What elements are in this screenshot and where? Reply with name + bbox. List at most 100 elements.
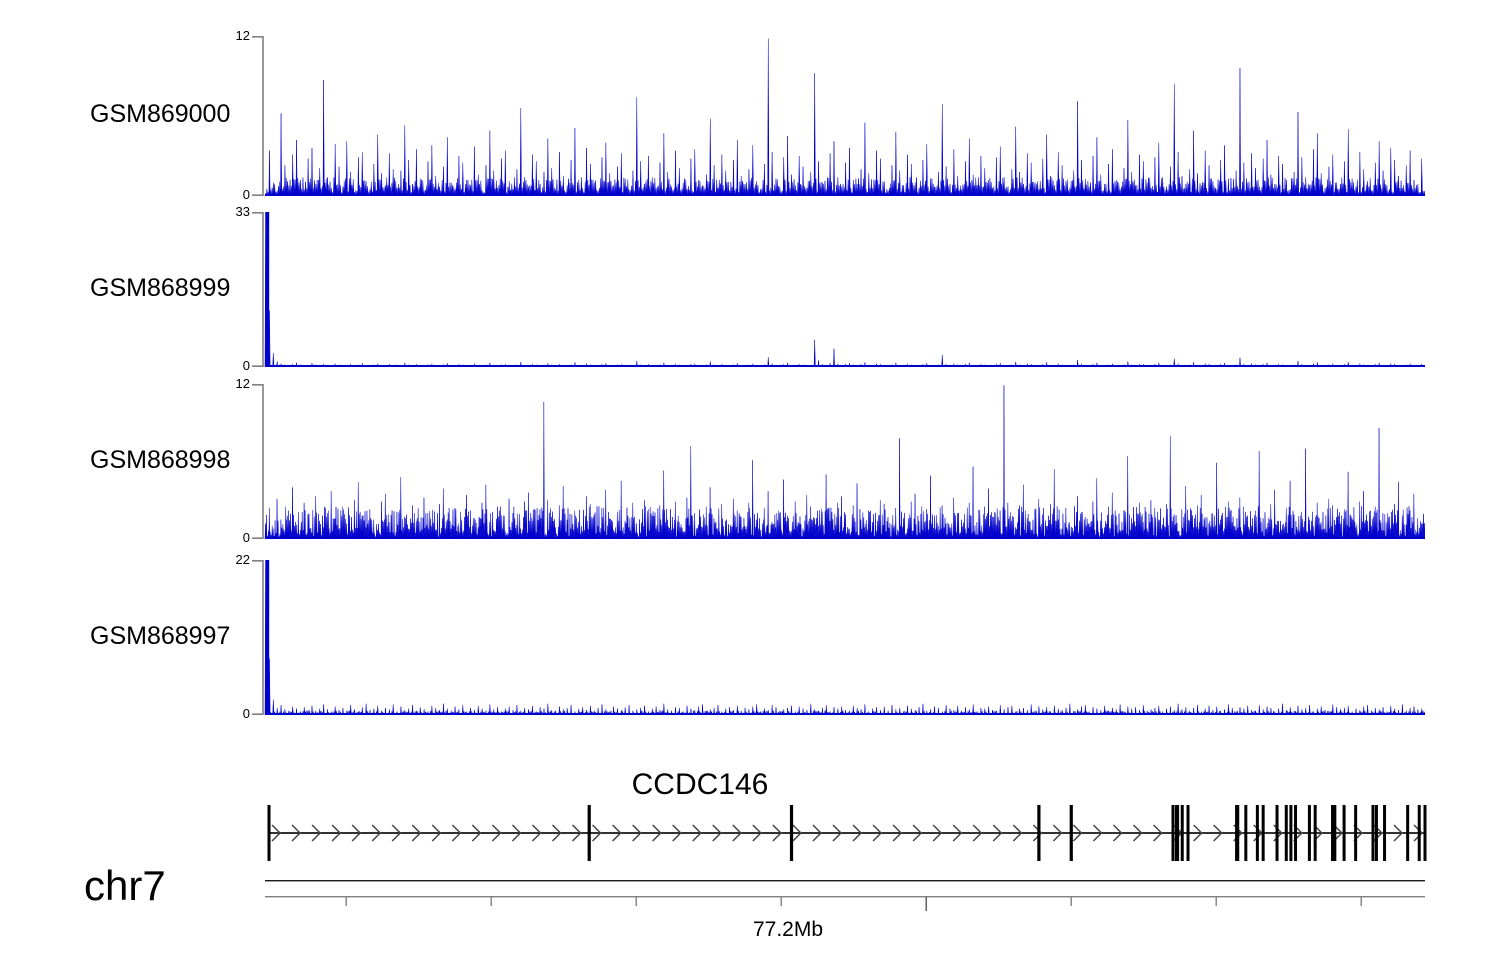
strand-arrow-icon <box>1153 824 1163 842</box>
strand-arrow-icon <box>632 824 642 842</box>
axis-tick <box>1070 897 1072 906</box>
strand-arrow-icon <box>592 824 602 842</box>
axis-tick <box>780 897 782 906</box>
strand-arrow-icon <box>1112 824 1123 842</box>
strand-arrow-icon <box>852 824 863 842</box>
strand-arrow-icon <box>511 824 522 842</box>
strand-arrow-icon <box>1012 824 1023 842</box>
coverage-area <box>264 385 1425 539</box>
gene-exon <box>1354 805 1358 861</box>
gene-exon <box>1069 805 1073 861</box>
gene-exon <box>1244 805 1248 861</box>
track-label-GSM869000: GSM869000 <box>90 100 231 128</box>
gene-exon <box>1236 805 1240 861</box>
strand-arrow-icon <box>471 824 482 842</box>
gene-exon <box>1186 805 1190 861</box>
coordinate-label: 77.2Mb <box>752 918 824 941</box>
track-label-GSM868998: GSM868998 <box>90 445 231 474</box>
gene-exon <box>1261 805 1265 861</box>
y-axis-bracket <box>252 560 264 715</box>
gene-exon <box>1284 805 1288 861</box>
coverage-track-GSM868998: GSM868998 12 0 <box>0 376 1500 545</box>
coverage-area <box>264 212 1425 367</box>
gene-exon <box>1313 805 1317 861</box>
coverage-track-GSM868997: GSM868997 22 0 <box>0 552 1500 721</box>
y-axis-max-label-GSM869000: 12 <box>235 28 250 43</box>
strand-arrow-icon <box>371 824 382 842</box>
strand-arrow-icon <box>952 824 963 842</box>
y-axis-max-label-GSM868998: 12 <box>235 376 250 391</box>
strand-arrow-icon <box>291 824 302 842</box>
y-axis-max-label-GSM868997: 22 <box>235 552 250 567</box>
axis-tick <box>635 897 637 906</box>
gene-exon <box>1423 805 1427 861</box>
strand-arrow-icon <box>1213 824 1223 842</box>
y-axis-min-label-GSM868997: 0 <box>242 706 250 721</box>
strand-arrow-icon <box>1193 824 1203 842</box>
chromosome-label: chr7 <box>84 862 166 909</box>
left-edge-spike <box>266 560 270 715</box>
coverage-area <box>264 560 1425 715</box>
strand-arrow-icon <box>612 824 622 842</box>
gene-exon <box>1406 805 1410 861</box>
gene-exon <box>1294 805 1298 861</box>
gene-exon <box>1180 805 1184 861</box>
gene-exon <box>1275 805 1279 861</box>
gene-exon <box>1374 805 1378 861</box>
coverage-baseline <box>265 365 1425 367</box>
strand-arrow-icon <box>772 824 782 842</box>
y-axis-bracket <box>252 36 264 196</box>
strand-arrow-icon <box>972 824 983 842</box>
strand-arrow-icon <box>812 824 823 842</box>
y-axis-bracket <box>252 384 264 539</box>
strand-arrow-icon <box>892 824 903 842</box>
strand-arrow-icon <box>1032 824 1043 842</box>
strand-arrow-icon <box>351 824 362 842</box>
track-label-GSM868999: GSM868999 <box>90 273 231 302</box>
gene-name-label: CCDC146 <box>631 768 769 801</box>
strand-arrow-icon <box>732 824 742 842</box>
strand-arrow-icon <box>1072 824 1083 842</box>
strand-arrow-icon <box>491 824 502 842</box>
coverage-baseline <box>265 537 1425 539</box>
axis-tick <box>1215 897 1217 906</box>
strand-arrow-icon <box>431 824 442 842</box>
strand-arrow-icon <box>311 824 322 842</box>
strand-arrow-icon <box>331 824 342 842</box>
plot-area-GSM869000 <box>240 36 1425 196</box>
y-axis-bracket <box>252 212 264 367</box>
gene-exon <box>1171 805 1175 861</box>
strand-arrow-icon <box>872 824 883 842</box>
y-axis-min-label-GSM869000: 0 <box>242 187 250 202</box>
strand-arrow-icon <box>531 824 542 842</box>
gene-exon <box>789 805 794 861</box>
genome-coordinate-axis <box>255 874 1445 914</box>
left-edge-spike <box>266 212 270 367</box>
gene-intron-line <box>269 832 1425 834</box>
strand-arrow-icon <box>271 824 282 842</box>
strand-arrow-icon <box>451 824 462 842</box>
gene-exon <box>1307 805 1311 861</box>
y-axis-max-label-GSM868999: 33 <box>235 204 250 219</box>
coverage-area <box>264 38 1425 196</box>
axis-tick <box>490 897 492 906</box>
y-axis-min-label-GSM868998: 0 <box>242 530 250 545</box>
gene-exon <box>1342 805 1346 861</box>
gene-exon <box>1333 805 1337 861</box>
strand-arrow-icon <box>792 824 802 842</box>
plot-area-GSM868997 <box>240 560 1425 715</box>
axis-line <box>265 896 1425 898</box>
strand-arrow-icon <box>1052 824 1063 842</box>
strand-arrow-icon <box>752 824 762 842</box>
strand-arrow-icon <box>672 824 682 842</box>
strand-arrow-icon <box>1132 824 1143 842</box>
axis-tick <box>1360 897 1362 906</box>
gene-exon <box>1417 805 1421 861</box>
strand-arrow-icon <box>692 824 702 842</box>
strand-arrow-icon <box>932 824 943 842</box>
strand-arrow-icon <box>1393 824 1404 842</box>
strand-arrow-icon <box>571 824 582 842</box>
strand-arrow-icon <box>712 824 722 842</box>
gene-model-svg <box>267 805 1427 861</box>
strand-arrow-icon <box>1333 824 1343 842</box>
